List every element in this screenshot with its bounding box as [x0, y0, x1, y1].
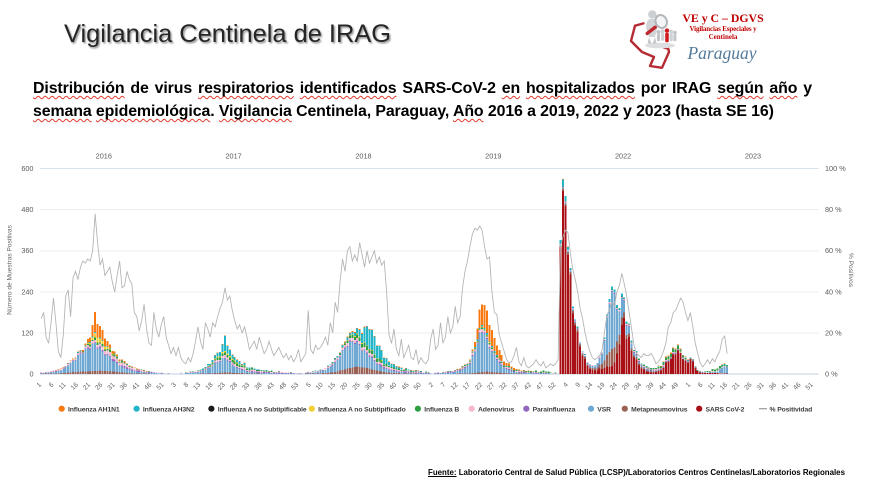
svg-text:40: 40: [388, 381, 398, 391]
svg-text:Vigilancias Especiales y: Vigilancias Especiales y: [690, 25, 758, 33]
svg-text:31: 31: [756, 381, 766, 391]
svg-text:480: 480: [21, 205, 33, 214]
svg-text:29: 29: [621, 381, 631, 391]
svg-text:43: 43: [266, 381, 276, 391]
svg-text:2019: 2019: [485, 152, 501, 161]
svg-text:VE y C – DGVS: VE y C – DGVS: [682, 11, 764, 25]
svg-text:Centinela: Centinela: [709, 33, 738, 41]
svg-text:24: 24: [609, 381, 619, 391]
svg-text:240: 240: [21, 287, 33, 296]
svg-text:18: 18: [204, 381, 214, 391]
svg-text:360: 360: [21, 246, 33, 255]
svg-text:2016: 2016: [96, 152, 112, 161]
svg-text:53: 53: [290, 381, 300, 391]
svg-text:39: 39: [645, 381, 655, 391]
svg-text:41: 41: [131, 381, 141, 391]
svg-text:26: 26: [94, 381, 104, 391]
svg-text:Parainfluenza: Parainfluenza: [533, 406, 576, 413]
svg-text:21: 21: [82, 381, 92, 391]
svg-text:12: 12: [449, 381, 459, 391]
svg-text:50: 50: [413, 381, 423, 391]
svg-text:32: 32: [498, 381, 508, 391]
svg-text:42: 42: [523, 381, 533, 391]
svg-text:41: 41: [780, 381, 790, 391]
svg-text:47: 47: [535, 381, 545, 391]
svg-text:Número de Muestras Positivas: Número de Muestras Positivas: [7, 224, 14, 314]
svg-text:40 %: 40 %: [825, 287, 842, 296]
svg-text:% Positividad: % Positividad: [770, 406, 813, 413]
svg-text:25: 25: [351, 381, 361, 391]
svg-text:37: 37: [511, 381, 521, 391]
svg-text:33: 33: [241, 381, 251, 391]
svg-text:Metapneumovirus: Metapneumovirus: [631, 406, 688, 413]
svg-text:Influenza A no Subtipificable: Influenza A no Subtipificable: [218, 406, 307, 413]
svg-text:30: 30: [364, 381, 374, 391]
svg-text:2017: 2017: [225, 152, 241, 161]
svg-text:Influenza B: Influenza B: [424, 406, 459, 413]
svg-text:600: 600: [21, 164, 33, 173]
svg-text:8: 8: [183, 381, 191, 389]
svg-text:38: 38: [253, 381, 263, 391]
svg-text:51: 51: [155, 381, 165, 391]
svg-text:SARS CoV-2: SARS CoV-2: [706, 406, 745, 413]
svg-text:22: 22: [474, 381, 484, 391]
svg-text:23: 23: [217, 381, 227, 391]
svg-text:49: 49: [670, 381, 680, 391]
svg-text:45: 45: [400, 381, 410, 391]
svg-text:1: 1: [36, 381, 44, 389]
svg-text:3: 3: [170, 381, 178, 389]
svg-text:31: 31: [106, 381, 116, 391]
svg-text:5: 5: [305, 381, 313, 389]
svg-text:10: 10: [315, 381, 325, 391]
svg-text:44: 44: [658, 381, 668, 391]
svg-text:26: 26: [743, 381, 753, 391]
svg-text:7: 7: [440, 381, 448, 389]
svg-text:46: 46: [792, 381, 802, 391]
svg-text:14: 14: [584, 381, 594, 391]
svg-text:60 %: 60 %: [825, 246, 842, 255]
svg-text:% Positivos: % Positivos: [847, 253, 854, 288]
svg-text:16: 16: [719, 381, 729, 391]
svg-text:11: 11: [707, 381, 717, 391]
svg-text:100 %: 100 %: [825, 164, 846, 173]
svg-text:36: 36: [119, 381, 129, 391]
svg-text:120: 120: [21, 328, 33, 337]
svg-text:80 %: 80 %: [825, 205, 842, 214]
svg-text:17: 17: [462, 381, 472, 391]
svg-text:VSR: VSR: [597, 406, 611, 413]
svg-text:0: 0: [29, 370, 33, 379]
svg-text:2018: 2018: [355, 152, 371, 161]
svg-text:19: 19: [596, 381, 606, 391]
svg-text:6: 6: [697, 381, 705, 389]
svg-text:6: 6: [48, 381, 56, 389]
svg-text:27: 27: [486, 381, 496, 391]
svg-text:0 %: 0 %: [825, 370, 838, 379]
svg-text:Paraguay: Paraguay: [686, 43, 756, 63]
svg-text:20 %: 20 %: [825, 328, 842, 337]
svg-text:9: 9: [574, 381, 582, 389]
svg-text:2022: 2022: [615, 152, 631, 161]
svg-text:52: 52: [547, 381, 557, 391]
svg-text:48: 48: [278, 381, 288, 391]
svg-text:35: 35: [376, 381, 386, 391]
svg-text:36: 36: [768, 381, 778, 391]
svg-text:13: 13: [192, 381, 202, 391]
svg-text:Influenza AH1N1: Influenza AH1N1: [68, 406, 120, 413]
svg-text:2: 2: [428, 381, 436, 389]
svg-text:11: 11: [58, 381, 68, 391]
svg-text:34: 34: [633, 381, 643, 391]
svg-text:28: 28: [229, 381, 239, 391]
svg-text:15: 15: [327, 381, 337, 391]
svg-text:21: 21: [731, 381, 741, 391]
svg-text:2023: 2023: [745, 152, 761, 161]
svg-text:20: 20: [339, 381, 349, 391]
svg-text:46: 46: [143, 381, 153, 391]
svg-text:Influenza A no Subtipificado: Influenza A no Subtipificado: [318, 406, 406, 413]
svg-text:Influenza AH3N2: Influenza AH3N2: [143, 406, 195, 413]
svg-text:Adenovirus: Adenovirus: [478, 406, 515, 413]
svg-text:4: 4: [562, 381, 570, 389]
svg-text:1: 1: [685, 381, 693, 389]
svg-text:16: 16: [70, 381, 80, 391]
svg-text:51: 51: [805, 381, 815, 391]
